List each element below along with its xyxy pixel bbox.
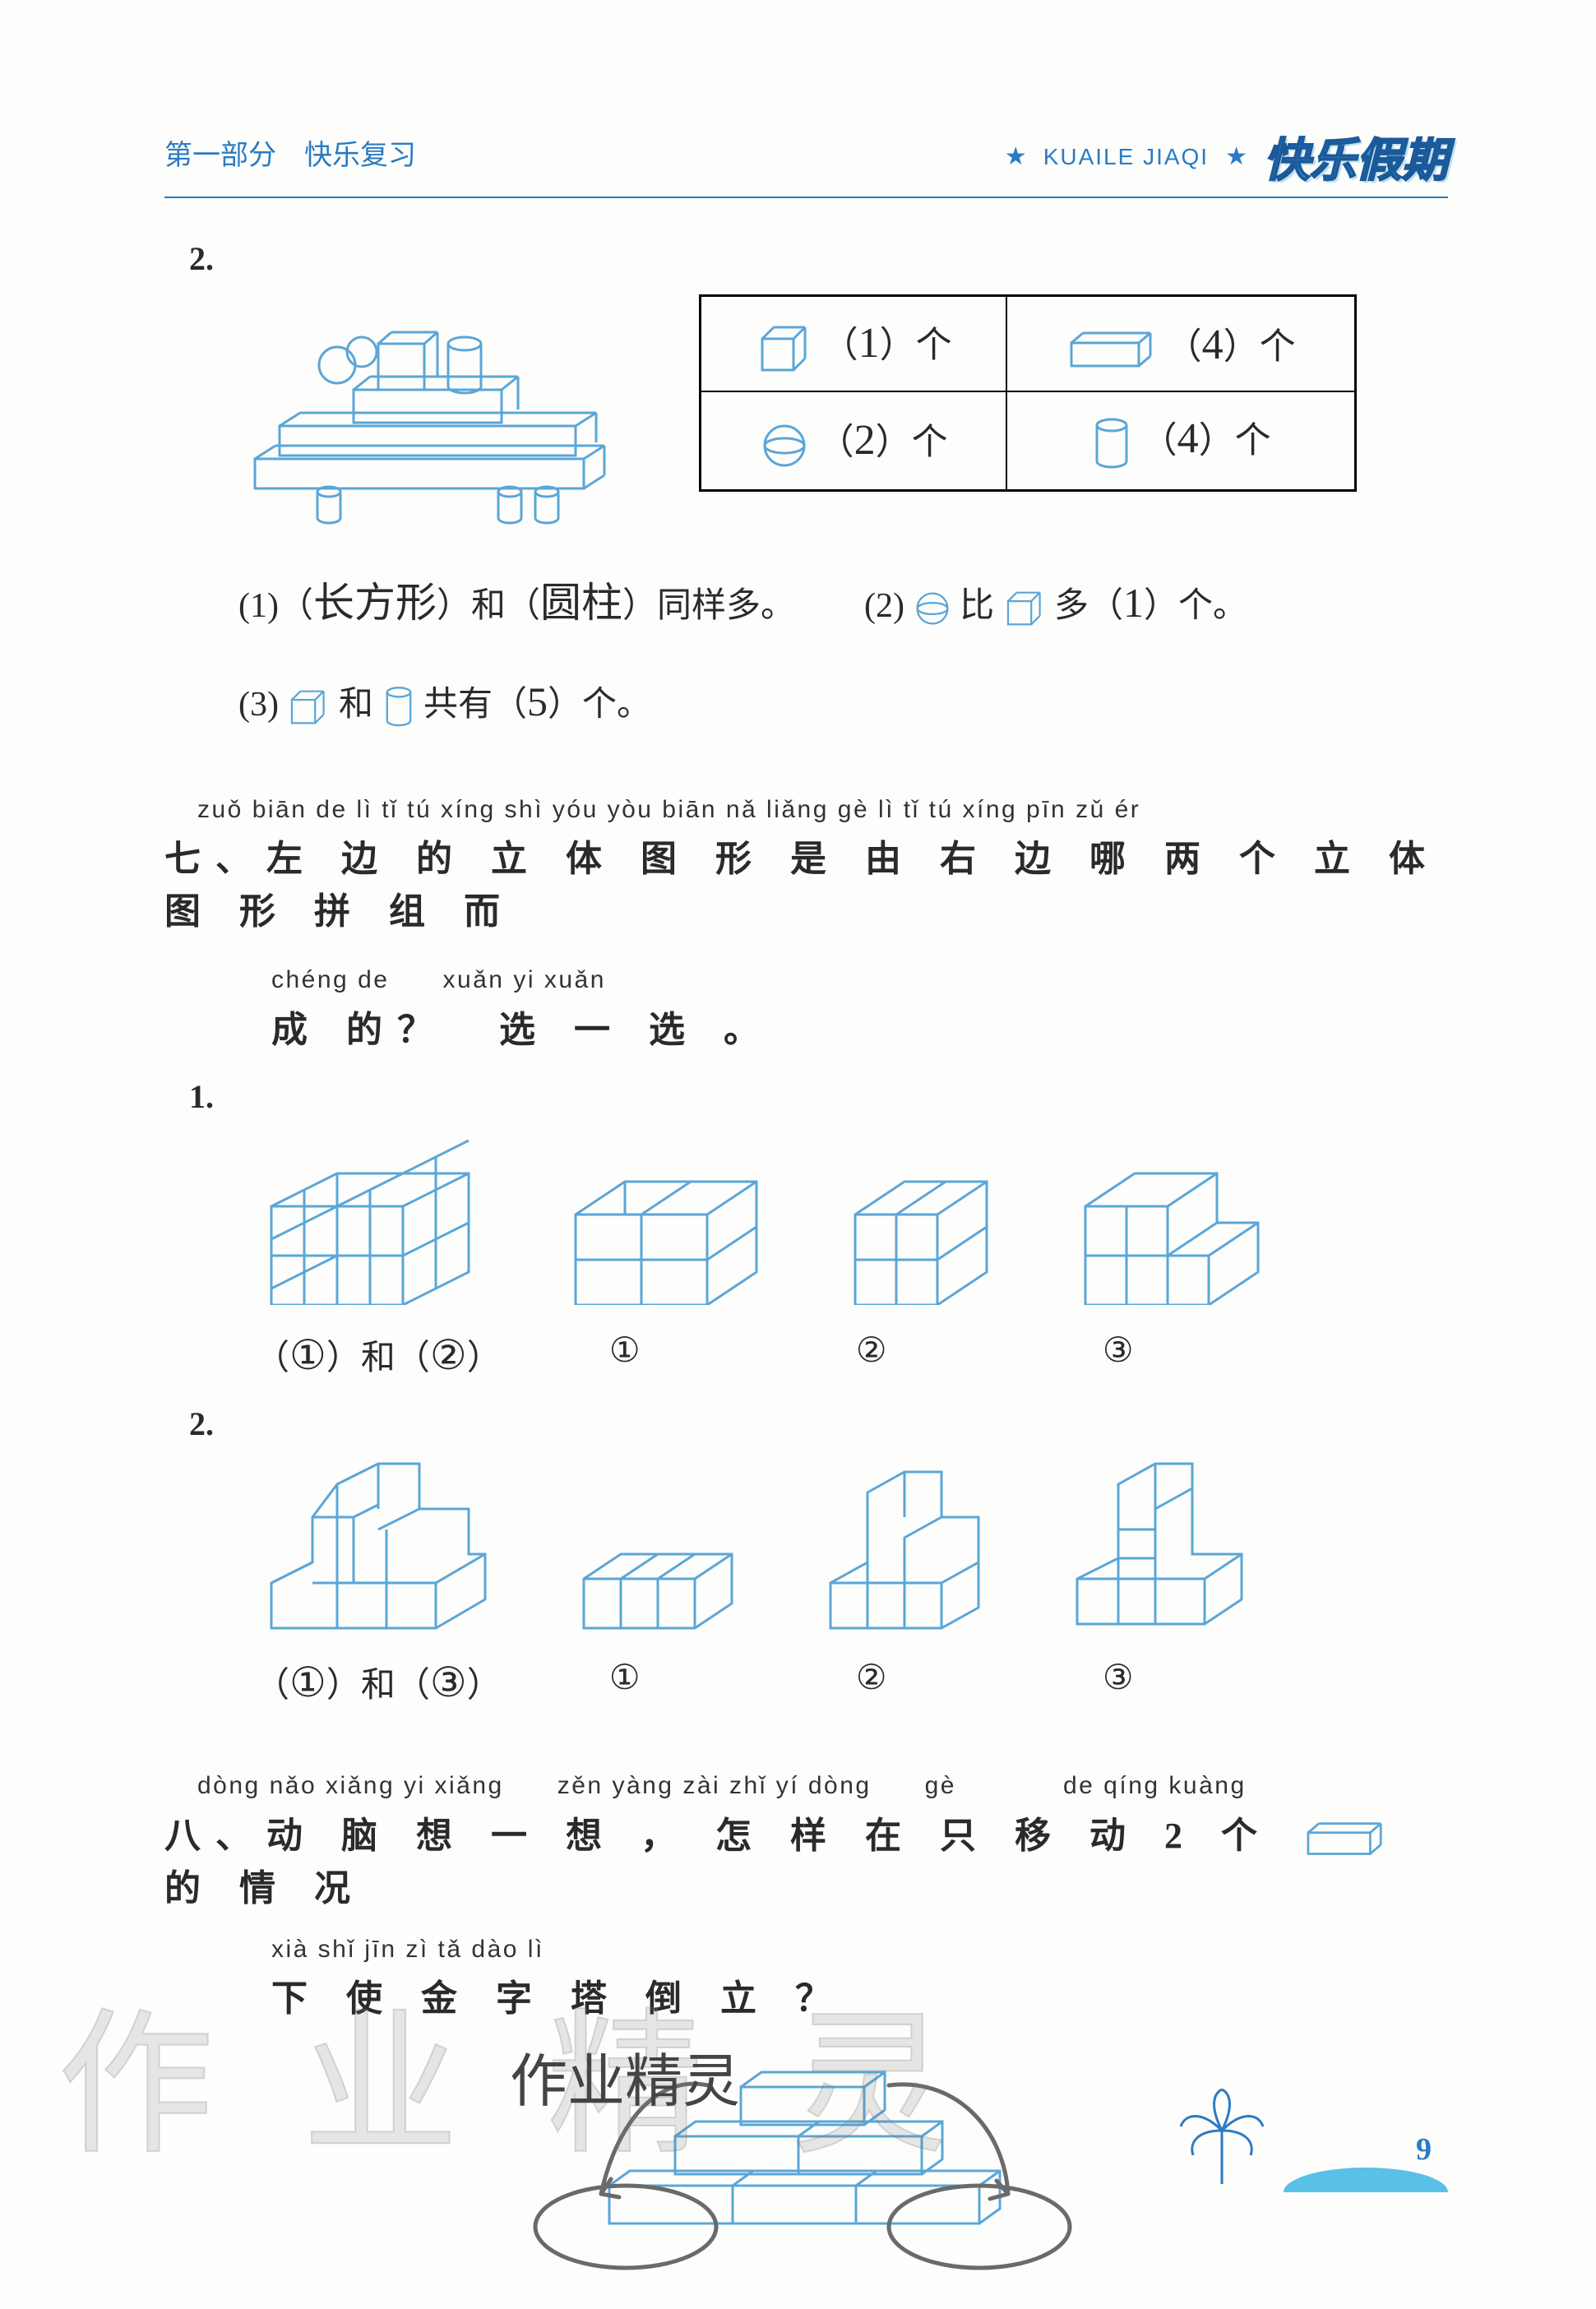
- q2-choice1: ①: [289, 1659, 326, 1705]
- watermark-small: 作业精灵: [510, 2035, 740, 2118]
- opt-label: ②: [748, 1657, 995, 1707]
- header-pinyin: KUAILE JIAQI: [1043, 144, 1209, 170]
- sphere-icon: [760, 421, 809, 470]
- page-number: 9: [1284, 2131, 1448, 2168]
- problem-2-sub-1-2: (1)（长方形）和（圆柱）同样多。 (2) 比 多（1）个。: [238, 566, 1448, 640]
- cylinder-icon: [1091, 417, 1132, 471]
- section8-hanzi1: 八、动 脑 想 一 想 ， 怎 样 在 只 移 动 2 个 的 情 况: [164, 1806, 1448, 1911]
- problem-2-top: （1）个 （4）个 （2）个 （4）个: [238, 294, 1448, 525]
- section7-q2-answer: （①）和（③） ① ② ③: [255, 1657, 1448, 1707]
- cylinder-icon: [382, 686, 415, 729]
- cuboid-icon: [1066, 330, 1157, 371]
- opt-label: ①: [502, 1330, 748, 1380]
- table-cell-sphere: （2）个: [701, 391, 1007, 490]
- cuboid-icon: [1296, 1821, 1395, 1858]
- shape-count-table: （1）个 （4）个 （2）个 （4）个: [699, 294, 1357, 492]
- palm-tree-icon: [1177, 2085, 1267, 2192]
- cube-icon: [287, 688, 330, 726]
- section7-pinyin2: chéng de xuǎn yi xuǎn: [271, 959, 1448, 995]
- section7-q1-figures: [263, 1132, 1448, 1305]
- sphere-count: 2: [854, 417, 876, 464]
- cube-opt2-1: [576, 1542, 740, 1632]
- sphere-icon: [914, 590, 951, 627]
- q1-ans1: 长方形: [313, 580, 437, 626]
- section-7: zuǒ biān de lì tǐ tú xíng shì yóu yòu bi…: [164, 796, 1448, 1707]
- cuboid-count: 4: [1202, 322, 1224, 368]
- opt-label: ③: [995, 1330, 1242, 1380]
- page-number-decoration: 9: [1177, 2085, 1448, 2192]
- cube-count: 1: [858, 320, 880, 367]
- q1-choice2: ②: [430, 1332, 467, 1378]
- q3-ans: 5: [527, 678, 548, 724]
- star-icon: ★: [1005, 142, 1027, 171]
- problem-2-number: 2.: [189, 239, 1448, 278]
- section7-hanzi2: 成 的？ 选 一 选 。: [271, 1000, 1448, 1053]
- cube-opt-3: [1077, 1149, 1266, 1305]
- island-shape: [1284, 2168, 1448, 2192]
- brand-logo: 快乐假期: [1264, 123, 1448, 190]
- cube-assembly-2x2x2-plus: [263, 1132, 485, 1305]
- section7-q1-num: 1.: [189, 1077, 1448, 1116]
- section7-q1-answer: （①）和（②） ① ② ③: [255, 1330, 1448, 1380]
- section7-hanzi1: 七、左 边 的 立 体 图 形 是 由 右 边 哪 两 个 立 体 图 形 拼 …: [164, 829, 1448, 934]
- section8-pinyin1: dòng nǎo xiǎng yi xiǎng zěn yàng zài zhǐ…: [197, 1765, 1448, 1801]
- opt-label: ①: [502, 1657, 748, 1707]
- cube-opt-1: [567, 1157, 765, 1305]
- table-cell-cuboid: （4）个: [1006, 296, 1355, 392]
- cylinder-count: 4: [1177, 415, 1199, 462]
- q2-ans: 1: [1123, 580, 1144, 626]
- section7-q2-num: 2.: [189, 1404, 1448, 1443]
- page-header: 第一部分 快乐复习 ★ KUAILE JIAQI ★ 快乐假期: [164, 123, 1448, 198]
- table-cell-cube: （1）个: [701, 296, 1007, 392]
- cube-opt-2: [847, 1157, 995, 1305]
- cube-stair-large: [263, 1460, 493, 1632]
- cube-opt2-3: [1069, 1460, 1250, 1632]
- header-section-title: 第一部分 快乐复习: [164, 132, 416, 173]
- opt-label: ③: [995, 1657, 1242, 1707]
- vehicle-shapes-figure: [238, 294, 625, 525]
- page-island: 9: [1284, 2131, 1448, 2192]
- q1-choice1: ①: [289, 1332, 326, 1378]
- problem-2-sub-3: (3) 和 共有（5）个。: [238, 664, 1448, 738]
- cube-icon: [1003, 590, 1046, 627]
- table-cell-cylinder: （4）个: [1006, 391, 1355, 490]
- opt-label: ②: [748, 1330, 995, 1380]
- star-icon: ★: [1225, 142, 1247, 171]
- section7-q2-figures: [263, 1460, 1448, 1632]
- cube-icon: [756, 324, 813, 373]
- section7-pinyin1: zuǒ biān de lì tǐ tú xíng shì yóu yòu bi…: [197, 796, 1448, 824]
- cube-opt2-2: [822, 1468, 987, 1632]
- q2-choice2: ③: [430, 1659, 467, 1705]
- q1-ans2: 圆柱: [540, 580, 622, 626]
- header-brand: ★ KUAILE JIAQI ★ 快乐假期: [1005, 123, 1448, 190]
